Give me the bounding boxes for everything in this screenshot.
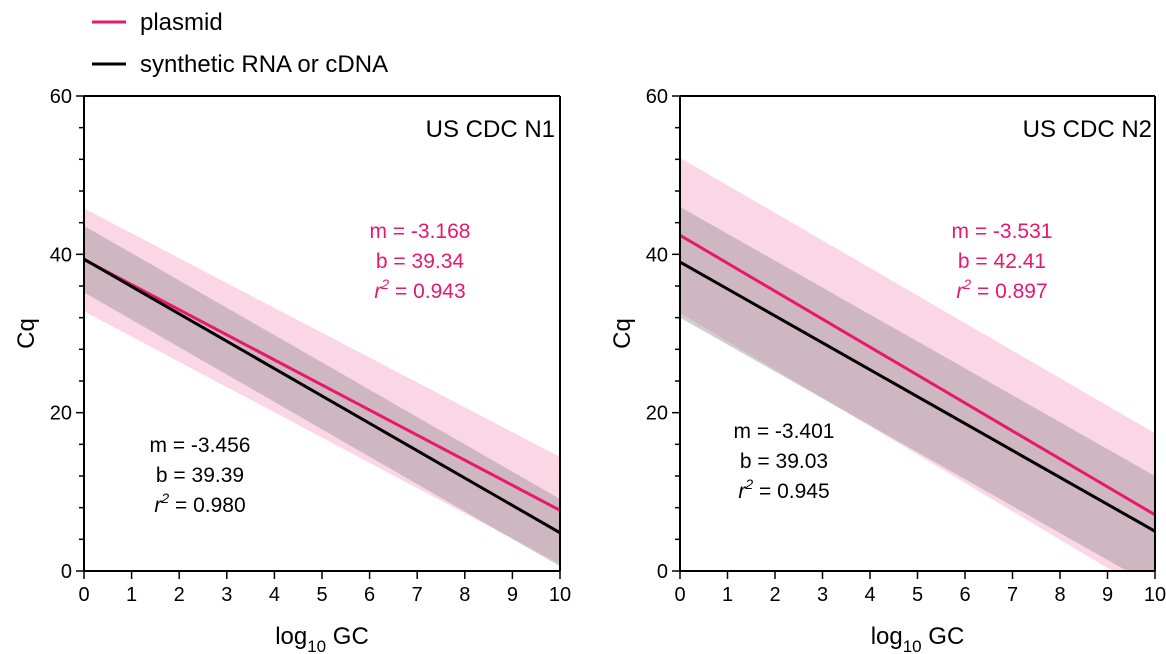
y-tick-label: 60 bbox=[646, 86, 668, 108]
r-squared-label: r2 = 0.980 bbox=[154, 490, 245, 517]
legend: plasmid synthetic RNA or cDNA bbox=[92, 9, 388, 78]
intercept-label: b = 39.39 bbox=[156, 464, 244, 487]
intercept-label: b = 39.03 bbox=[740, 450, 828, 473]
x-tick-label: 9 bbox=[507, 584, 518, 606]
chart-title: US CDC N2 bbox=[1023, 116, 1152, 143]
x-tick-label: 6 bbox=[959, 584, 970, 606]
x-tick-label: 7 bbox=[412, 584, 423, 606]
y-tick-label: 0 bbox=[61, 561, 72, 583]
y-tick-label: 20 bbox=[50, 403, 72, 425]
x-tick-label: 0 bbox=[78, 584, 89, 606]
y-tick-label: 40 bbox=[646, 244, 668, 266]
x-tick-label: 0 bbox=[674, 584, 685, 606]
intercept-label: b = 39.34 bbox=[376, 250, 464, 273]
r-squared-label: r2 = 0.943 bbox=[374, 276, 465, 303]
stats-annotation-synthetic: m = -3.456 b = 39.39 r2 = 0.980 bbox=[150, 434, 251, 517]
stats-annotation-synthetic: m = -3.401 b = 39.03 r2 = 0.945 bbox=[734, 420, 835, 503]
chart-title: US CDC N1 bbox=[426, 116, 555, 143]
x-tick-label: 3 bbox=[221, 584, 232, 606]
slope-label: m = -3.401 bbox=[734, 420, 835, 443]
x-tick-label: 9 bbox=[1102, 584, 1113, 606]
x-tick-label: 8 bbox=[459, 584, 470, 606]
slope-label: m = -3.531 bbox=[952, 220, 1053, 243]
y-axis-label: Cq bbox=[13, 318, 40, 349]
regression-line-synthetic bbox=[84, 257, 560, 535]
slope-label: m = -3.168 bbox=[370, 220, 471, 243]
intercept-label: b = 42.41 bbox=[958, 250, 1046, 273]
x-tick-label: 8 bbox=[1054, 584, 1065, 606]
x-axis-label: log10 GC bbox=[871, 623, 965, 654]
y-tick-label: 40 bbox=[50, 244, 72, 266]
r-squared-label: r2 = 0.945 bbox=[738, 476, 829, 503]
legend-label-synthetic: synthetic RNA or cDNA bbox=[140, 51, 388, 78]
x-tick-label: 5 bbox=[316, 584, 327, 606]
confidence-band-synthetic bbox=[680, 206, 1155, 571]
x-tick-label: 10 bbox=[1144, 584, 1166, 606]
y-tick-label: 60 bbox=[50, 86, 72, 108]
x-tick-label: 4 bbox=[864, 584, 875, 606]
regression-line-plasmid bbox=[680, 233, 1155, 517]
x-tick-label: 3 bbox=[817, 584, 828, 606]
plot-area bbox=[680, 157, 1155, 571]
stats-annotation-plasmid: m = -3.531 b = 42.41 r2 = 0.897 bbox=[952, 220, 1053, 303]
y-axis-label: Cq bbox=[609, 318, 636, 349]
x-tick-label: 2 bbox=[174, 584, 185, 606]
x-tick-label: 6 bbox=[364, 584, 375, 606]
confidence-band-plasmid bbox=[680, 157, 1155, 571]
x-tick-label: 1 bbox=[722, 584, 733, 606]
y-tick-label: 0 bbox=[657, 561, 668, 583]
chart-panel-n2: 0 20 40 60 0 1 2 3 4 5 6 7 8 9 10 Cq log10 GC US CDC N2 m … bbox=[609, 86, 1166, 654]
regression-line-plasmid bbox=[84, 258, 560, 512]
slope-label: m = -3.456 bbox=[150, 434, 251, 457]
x-axis-label: log10 GC bbox=[275, 623, 369, 654]
x-tick-label: 7 bbox=[1007, 584, 1018, 606]
y-tick-label: 20 bbox=[646, 403, 668, 425]
x-tick-label: 10 bbox=[549, 584, 571, 606]
r-squared-label: r2 = 0.897 bbox=[956, 276, 1047, 303]
plot-area bbox=[84, 208, 560, 567]
regression-line-synthetic bbox=[680, 260, 1155, 533]
x-tick-label: 5 bbox=[912, 584, 923, 606]
stats-annotation-plasmid: m = -3.168 b = 39.34 r2 = 0.943 bbox=[370, 220, 471, 303]
legend-label-plasmid: plasmid bbox=[140, 9, 223, 36]
x-tick-label: 1 bbox=[126, 584, 137, 606]
x-tick-label: 4 bbox=[269, 584, 280, 606]
chart-panel-n1: 0 20 40 60 0 1 2 3 4 5 6 7 8 9 10 Cq log10 GC US CDC N1 m … bbox=[13, 86, 571, 654]
x-tick-label: 2 bbox=[769, 584, 780, 606]
